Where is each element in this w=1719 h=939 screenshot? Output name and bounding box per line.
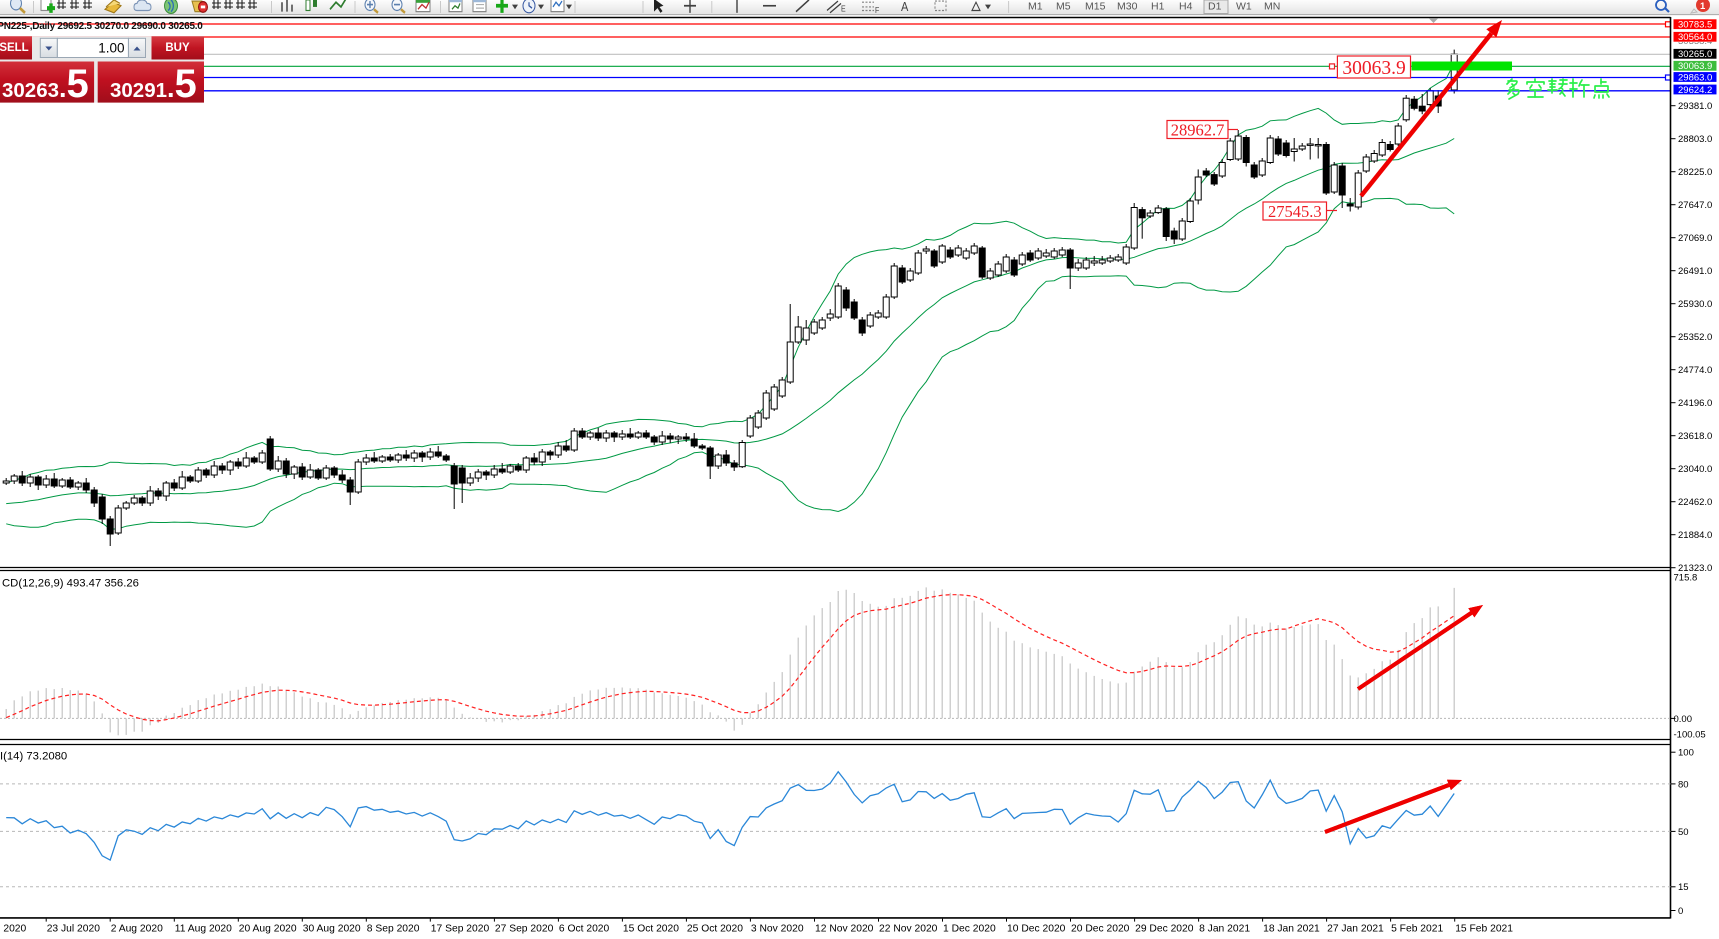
svg-text:25 Oct 2020: 25 Oct 2020 [687,924,743,935]
svg-text:27545.3: 27545.3 [1268,202,1322,221]
svg-text:2 Aug 2020: 2 Aug 2020 [111,924,163,935]
svg-text:50: 50 [1678,827,1689,838]
svg-text:M5: M5 [1056,1,1071,13]
svg-text:20 Dec 2020: 20 Dec 2020 [1071,924,1130,935]
svg-text:MN: MN [1264,1,1280,13]
svg-text:13 Jul 2020: 13 Jul 2020 [0,924,27,935]
svg-text:18 Jan 2021: 18 Jan 2021 [1263,924,1320,935]
svg-text:CD(12,26,9) 493.47 356.26: CD(12,26,9) 493.47 356.26 [2,578,139,590]
svg-text:SELL: SELL [0,42,29,54]
svg-text:27647.0: 27647.0 [1678,200,1712,211]
svg-text:15 Feb 2021: 15 Feb 2021 [1455,924,1513,935]
svg-text:1.00: 1.00 [98,41,124,56]
svg-text:1 Dec 2020: 1 Dec 2020 [943,924,996,935]
svg-text:30564.0: 30564.0 [1678,32,1712,43]
svg-text:25352.0: 25352.0 [1678,332,1712,343]
svg-text:30063.9: 30063.9 [1342,58,1405,79]
svg-text:11 Aug 2020: 11 Aug 2020 [175,924,232,935]
svg-text:30 Aug 2020: 30 Aug 2020 [303,924,361,935]
svg-text:8 Sep 2020: 8 Sep 2020 [367,924,420,935]
svg-text:28225.0: 28225.0 [1678,167,1712,178]
svg-text:21884.0: 21884.0 [1678,530,1712,541]
svg-text:30063.9: 30063.9 [1678,61,1712,72]
svg-text:27 Jan 2021: 27 Jan 2021 [1327,924,1384,935]
svg-text:D1: D1 [1208,1,1222,13]
svg-text:22462.0: 22462.0 [1678,497,1712,508]
svg-text:JPN225-,Daily 29692.5 30270.0: JPN225-,Daily 29692.5 30270.0 29690.0 30… [0,21,203,32]
svg-text:M1: M1 [1028,1,1043,13]
svg-text:30265.0: 30265.0 [1678,49,1712,60]
svg-text:E: E [841,4,846,14]
svg-text:5 Feb 2021: 5 Feb 2021 [1391,924,1443,935]
svg-text:29863.0: 29863.0 [1678,72,1712,83]
svg-text:12 Nov 2020: 12 Nov 2020 [815,924,874,935]
svg-text:28962.7: 28962.7 [1171,120,1225,139]
svg-text:29624.2: 29624.2 [1678,85,1712,96]
svg-text:0.00: 0.00 [1674,714,1693,725]
svg-text:1: 1 [1700,1,1706,12]
svg-text:25930.0: 25930.0 [1678,299,1712,310]
svg-text:27069.0: 27069.0 [1678,233,1712,244]
svg-text:21323.0: 21323.0 [1678,563,1712,574]
svg-text:23 Jul 2020: 23 Jul 2020 [47,924,101,935]
svg-text:I(14) 73.2080: I(14) 73.2080 [0,751,67,763]
svg-text:23040.0: 23040.0 [1678,464,1712,475]
svg-text:F: F [875,5,880,15]
svg-text:24774.0: 24774.0 [1678,365,1712,376]
svg-text:20 Aug 2020: 20 Aug 2020 [239,924,297,935]
svg-text:BUY: BUY [165,42,190,54]
svg-text:26491.0: 26491.0 [1678,266,1712,277]
svg-text:27 Sep 2020: 27 Sep 2020 [495,924,554,935]
svg-text:10 Dec 2020: 10 Dec 2020 [1007,924,1066,935]
svg-text:29381.0: 29381.0 [1678,101,1712,112]
svg-text:22 Nov 2020: 22 Nov 2020 [879,924,938,935]
svg-text:M15: M15 [1085,1,1106,13]
svg-text:30783.5: 30783.5 [1678,20,1712,31]
svg-text:24196.0: 24196.0 [1678,398,1712,409]
svg-text:H4: H4 [1179,1,1193,13]
svg-text:H1: H1 [1151,1,1165,13]
svg-text:-100.05: -100.05 [1674,730,1706,741]
svg-text:W1: W1 [1236,1,1252,13]
svg-text:17 Sep 2020: 17 Sep 2020 [431,924,490,935]
svg-text:100: 100 [1678,748,1694,759]
svg-text:29 Dec 2020: 29 Dec 2020 [1135,924,1194,935]
svg-text:23618.0: 23618.0 [1678,431,1712,442]
svg-text:15: 15 [1678,882,1689,893]
svg-text:715.8: 715.8 [1674,573,1698,584]
svg-text:M30: M30 [1117,1,1138,13]
svg-text:30358.4: 30358.4 [1678,36,1712,47]
svg-text:28803.0: 28803.0 [1678,134,1712,145]
svg-text:0: 0 [1678,906,1683,917]
svg-text:80: 80 [1678,779,1689,790]
svg-text:3 Nov 2020: 3 Nov 2020 [751,924,804,935]
svg-text:6 Oct 2020: 6 Oct 2020 [559,924,610,935]
svg-text:15 Oct 2020: 15 Oct 2020 [623,924,679,935]
svg-text:A: A [901,0,908,14]
svg-text:8 Jan 2021: 8 Jan 2021 [1199,924,1250,935]
